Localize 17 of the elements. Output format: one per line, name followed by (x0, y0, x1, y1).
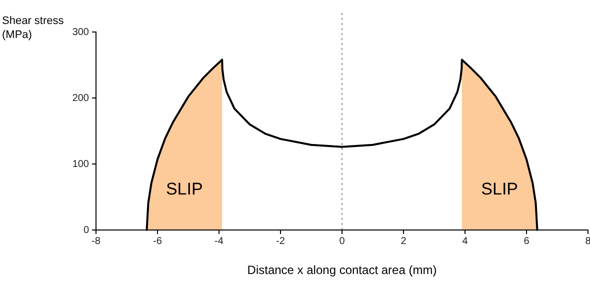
y-tick-label: 300 (72, 27, 90, 38)
x-axis-title: Distance x along contact area (mm) (247, 263, 437, 277)
x-tick-label: 0 (339, 236, 346, 248)
x-tick-label: -8 (92, 236, 101, 248)
x-tick-label: -6 (153, 236, 162, 248)
y-tick-label: 100 (72, 159, 90, 170)
x-tick-label: -4 (214, 236, 224, 248)
y-axis-title: Shear stress (MPa) (2, 15, 64, 41)
y-tick-label: 200 (72, 93, 90, 104)
x-tick-label: 4 (462, 236, 468, 248)
x-tick-label: 2 (400, 236, 407, 248)
y-tick-label: 0 (83, 225, 90, 236)
x-tick-label: -2 (276, 236, 286, 248)
annotation: SLIP (166, 179, 203, 198)
x-tick-label: 8 (585, 236, 590, 248)
annotation: SLIP (481, 179, 518, 198)
x-tick-label: 6 (524, 236, 530, 248)
